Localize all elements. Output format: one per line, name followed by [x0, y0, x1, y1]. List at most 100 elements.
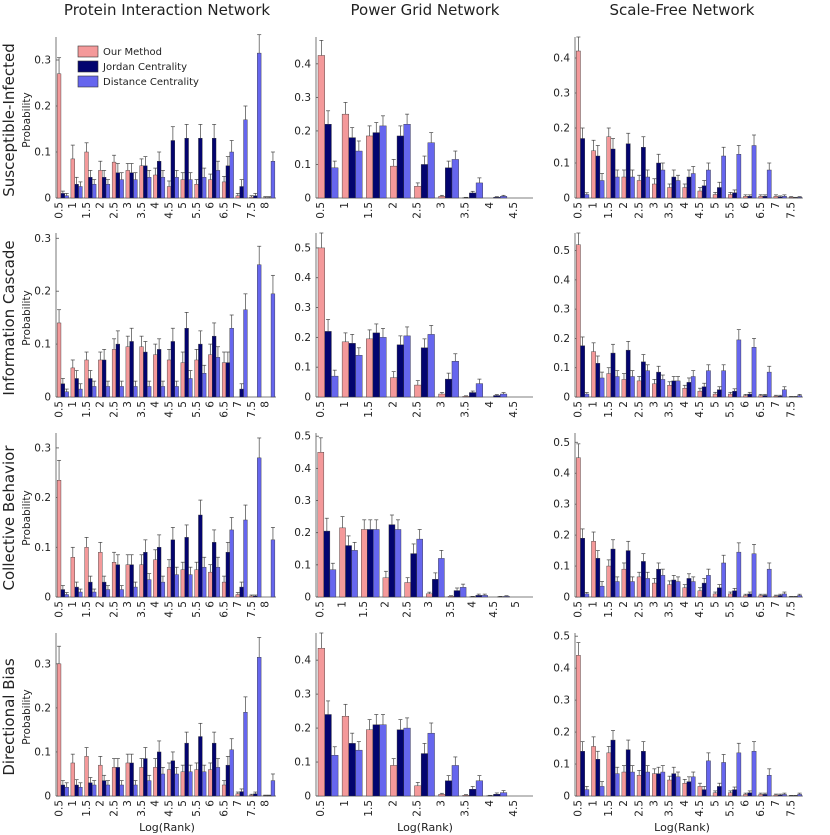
panel-r2-c2-bar-distance: [797, 595, 802, 598]
panel-r1-c1-bar-jordan: [469, 392, 477, 398]
panel-r1-c2-xtick-label: 0.5: [573, 401, 585, 418]
panel-r1-c2-bar-our-method: [712, 393, 718, 398]
panel-r0-c0-bar-distance: [202, 177, 207, 199]
panel-r3-c1-bar-our-method: [341, 715, 350, 797]
panel-r2-c2-xtick-label: 0.5: [573, 601, 585, 618]
panel-r2-c0-xtick-label: 5: [177, 601, 189, 608]
panel-r1-c0-bar-jordan: [239, 388, 244, 398]
panel-r2-c1-bar-distance: [481, 595, 488, 598]
panel-r1-c2-bar-our-method: [591, 351, 596, 398]
panel-r0-c2-xtick-label: 2: [618, 202, 630, 209]
panel-r2-c0-xtick-label: 4.5: [163, 601, 175, 618]
panel-r1-c1-xtick-label: 1.5: [363, 401, 375, 418]
panel-r0-c0-bar-our-method: [180, 179, 185, 199]
panel-r1-c0-bar-our-method: [221, 362, 227, 398]
panel-r3-c2-xtick-label: 3.5: [664, 800, 676, 817]
panel-r1-c1-xtick-label: 3.5: [460, 401, 472, 418]
panel-r1-c0-xtick-label: 0.5: [53, 401, 65, 418]
panel-r0-c1-bar-jordan: [372, 132, 380, 199]
panel-r0-c0-xtick-label: 7.5: [246, 202, 258, 219]
panel-r1-c0-bar-distance: [133, 386, 138, 398]
panel-r3-c0-bar-our-method: [208, 769, 213, 797]
panel-r3-c0-bar-distance: [229, 749, 234, 797]
panel-r2-c0-bar-our-method: [98, 552, 103, 598]
panel-r1-c0-xtick-label: 2.5: [108, 401, 120, 418]
panel-r3-c1-bar-jordan: [469, 789, 477, 797]
panel-r1-c0-bar-distance: [105, 386, 111, 398]
panel-r3-c1-xtick-label: 1: [339, 800, 351, 807]
panel-r2-c2-bar-our-method: [591, 541, 596, 598]
panel-r0-c0-bar-distance: [160, 177, 166, 199]
panel-r2-c2-ytick-label: 0: [563, 592, 570, 604]
panel-r2-c0-bar-jordan: [102, 581, 107, 598]
panel-r3-c2-bar-our-method: [697, 786, 703, 797]
panel-r1-c0-bar-our-method: [194, 359, 199, 398]
panel-r0-c1-bar-jordan: [420, 164, 429, 199]
panel-r0-c2-xtick-label: 6.5: [755, 202, 767, 219]
panel-r0-c1-xtick-label: 3.5: [460, 202, 472, 219]
panel-r3-c1-bar-jordan: [396, 729, 404, 797]
panel-r1-c2-bar-our-method: [621, 379, 627, 398]
panel-r2-c2-bar-distance: [721, 562, 726, 598]
panel-r3-c2-bar-distance: [766, 775, 772, 797]
panel-r1-c2-bar-jordan: [701, 386, 707, 398]
panel-r0-c0-bar-distance: [257, 52, 262, 199]
panel-r3-c1-bar-distance: [451, 765, 459, 797]
panel-r2-c0-bar-jordan: [129, 564, 134, 598]
panel-r0-c0-bar-our-method: [194, 183, 199, 199]
panel-r0-c0-bar-jordan: [170, 140, 175, 199]
panel-r1-c1-bar-our-method: [390, 377, 398, 398]
panel-r0-c0-bar-distance: [119, 179, 124, 199]
panel-r3-c2-xtick-label: 6.5: [755, 800, 767, 817]
panel-r3-c0-bar-jordan: [157, 751, 162, 797]
panel-r1-c1-bar-distance: [355, 355, 363, 398]
panel-r1-c2-xtick-label: 3: [649, 401, 661, 408]
panel-r2-c1-bar-distance: [329, 569, 337, 598]
panel-r2-c0-bar-jordan: [198, 514, 203, 598]
panel-r2-c2-ytick-label: 0.2: [553, 530, 570, 542]
panel-r2-c1-bar-distance: [438, 558, 445, 598]
panel-r3-c2-bar-distance: [660, 771, 666, 797]
panel-r0-c0-bar-distance: [243, 119, 248, 199]
panel-r0-c1-xtick-label: 3: [436, 202, 448, 209]
panel-r2-c0-xtick-label: 2.5: [108, 601, 120, 618]
panel-r1-c1-bar-jordan: [396, 344, 404, 398]
panel-r0-c2: 0 0.1 0.2 0.3 0.4 0.5 1 1.5 2 2.5 3 3.5 4 4.5 5 5.5 6 6.5…: [553, 36, 803, 219]
panel-r0-c0-bar-our-method: [166, 186, 172, 199]
panel-r1-c0-xtick-label: 6: [205, 401, 217, 408]
panel-r2-c1-bar-jordan: [432, 579, 439, 598]
panel-r3-c2-bar-jordan: [656, 773, 661, 797]
panel-r1-c1-bar-jordan: [445, 378, 453, 398]
panel-r3-c2-bar-our-method: [591, 746, 596, 797]
panel-r3-c2-bar-our-method: [773, 794, 779, 797]
panel-r0-c0-bar-our-method: [153, 174, 158, 199]
panel-r2-c1-ytick-label: 0.2: [294, 527, 311, 539]
panel-r1-c2-bar-distance: [706, 370, 711, 398]
panel-r2-c2-bar-jordan: [595, 558, 601, 598]
panel-r0-c0-bar-jordan: [157, 160, 162, 199]
panel-r3-c0-bar-our-method: [139, 767, 144, 797]
panel-r1-c2-ytick-label: 0.5: [553, 245, 570, 257]
panel-r0-c0-bar-distance: [133, 179, 138, 199]
panel-r3-c0-xtick-label: 1: [67, 800, 79, 807]
panel-r3-c0-bar-jordan: [184, 742, 189, 797]
panel-r0-c2-bar-our-method: [743, 196, 748, 199]
panel-r0-c2-bar-distance: [751, 145, 757, 199]
panel-r2-c0-ytick-label: 0.1: [34, 542, 51, 554]
panel-r3-c0-xtick-label: 7.5: [246, 800, 258, 817]
panel-r1-c1-bar-distance: [451, 361, 459, 398]
panel-r0-c0-bar-jordan: [102, 177, 107, 199]
panel-r0-c0-xtick-label: 0.5: [53, 202, 65, 219]
panel-r2-c2-bar-our-method: [606, 565, 612, 598]
panel-r3-c1-bar-distance: [379, 724, 387, 797]
panel-r0-c2-ytick-label: 0.3: [553, 88, 570, 100]
panel-r0-c2-bar-jordan: [656, 162, 661, 199]
panel-r1-c0-bar-distance: [92, 386, 97, 398]
panel-r3-c0-bar-jordan: [129, 762, 134, 797]
panel-r1-c0-bar-jordan: [212, 335, 217, 398]
panel-r2-c2-bar-our-method: [682, 587, 688, 598]
xlabel-col-1: Log(Rank): [397, 821, 453, 834]
panel-r0-c2-bar-jordan: [671, 176, 677, 199]
panel-r0-c2-bar-distance: [599, 180, 605, 199]
